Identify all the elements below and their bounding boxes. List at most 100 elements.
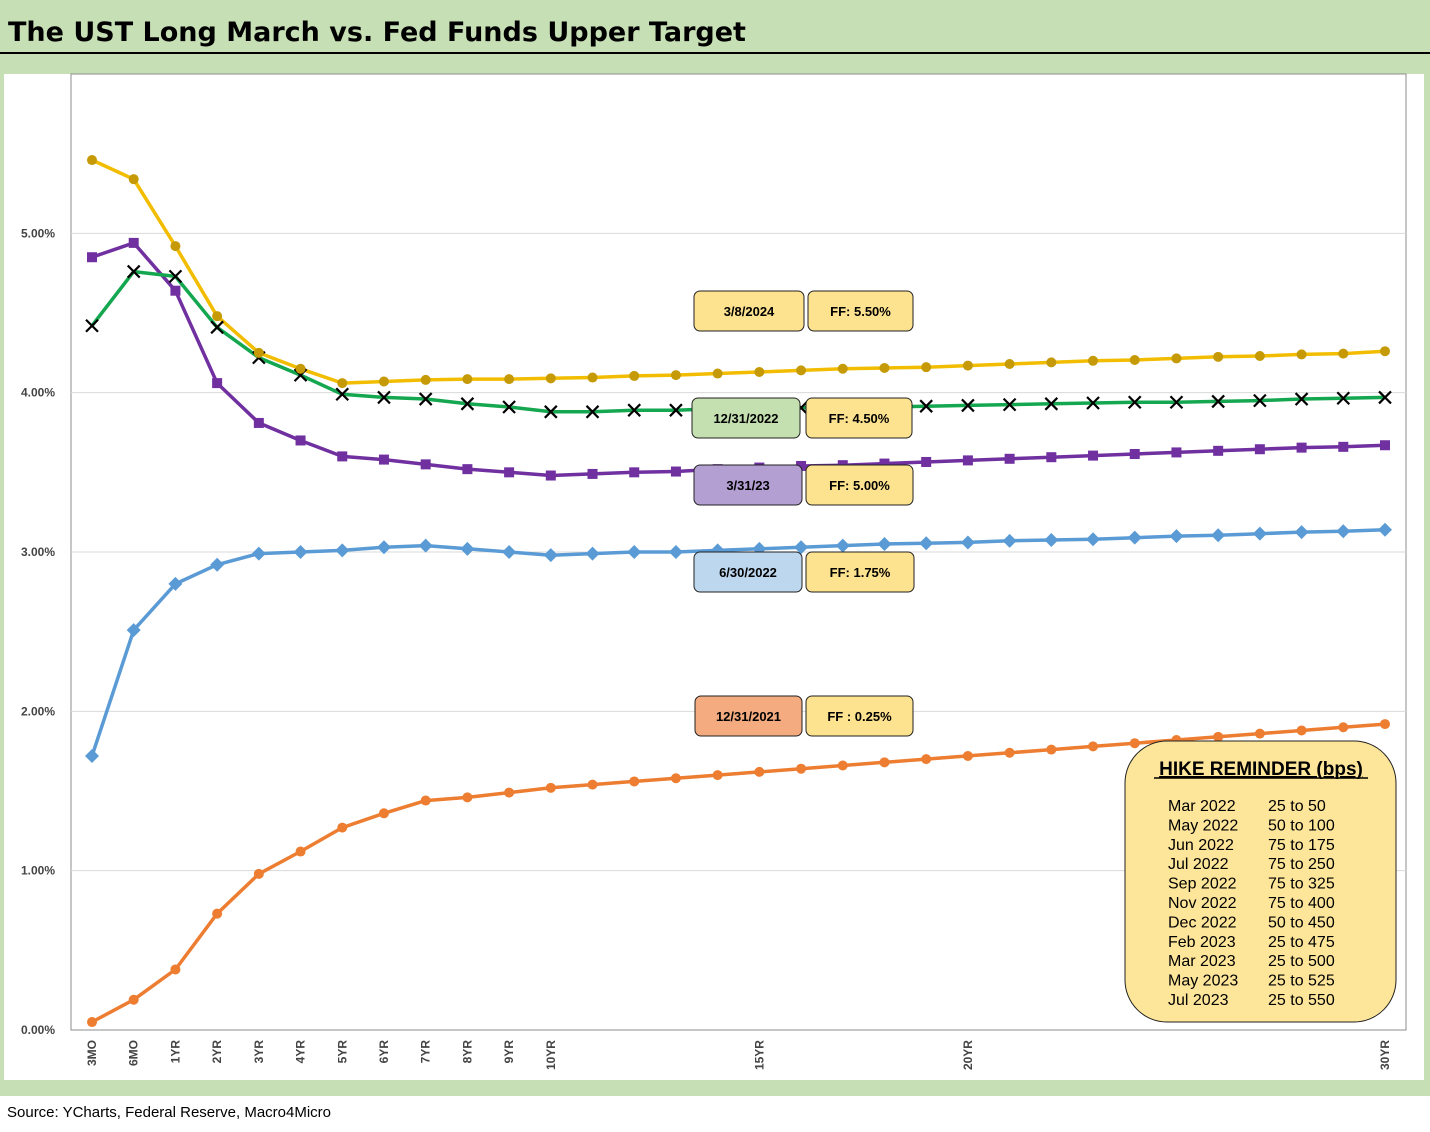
data-point — [879, 757, 890, 768]
data-point — [670, 466, 681, 477]
x-tick-label: 20YR — [961, 1040, 975, 1070]
data-point — [293, 545, 308, 559]
y-tick-label: 2.00% — [21, 704, 55, 718]
hike-row-value: 25 to 475 — [1268, 934, 1335, 951]
series-date-label: 12/31/2022 — [713, 411, 778, 426]
data-point — [1086, 532, 1101, 547]
hike-row-date: Dec 2022 — [1168, 914, 1237, 931]
data-point — [879, 458, 890, 469]
data-point — [1296, 349, 1307, 360]
x-tick-label: 9YR — [502, 1040, 516, 1064]
data-point — [212, 908, 223, 919]
data-point — [376, 540, 391, 555]
data-point — [1254, 351, 1265, 362]
series-date-label: 3/31/23 — [726, 478, 769, 493]
data-point — [1002, 397, 1017, 412]
fed-funds-box — [805, 551, 915, 593]
data-point — [85, 318, 99, 333]
data-point — [1336, 524, 1351, 539]
title-bar: The UST Long March vs. Fed Funds Upper T… — [0, 0, 1430, 54]
data-point — [504, 787, 515, 798]
hike-row-date: Mar 2022 — [1168, 798, 1236, 815]
data-point — [1171, 447, 1182, 458]
data-point — [378, 808, 389, 819]
data-point — [962, 360, 973, 371]
hike-row-date: Jul 2023 — [1168, 992, 1229, 1009]
data-point — [87, 252, 97, 263]
data-point — [1213, 731, 1224, 742]
data-point — [545, 782, 556, 793]
series-date-label: 12/31/2021 — [716, 709, 781, 724]
chart-title: The UST Long March vs. Fed Funds Upper T… — [8, 17, 746, 48]
data-point — [87, 1017, 97, 1028]
data-point — [796, 460, 807, 471]
data-point — [962, 750, 973, 761]
x-tick-label: 4YR — [294, 1040, 308, 1064]
data-point — [87, 155, 97, 166]
data-point — [668, 545, 683, 559]
source-note: Source: YCharts, Federal Reserve, Macro4… — [7, 1104, 332, 1121]
data-point — [420, 459, 431, 470]
data-point — [1129, 449, 1140, 460]
data-point — [919, 399, 933, 413]
data-point — [1004, 453, 1015, 464]
data-point — [126, 623, 141, 638]
data-point — [460, 397, 475, 411]
data-point — [462, 374, 473, 385]
hike-row-date: May 2022 — [1168, 817, 1238, 834]
x-tick-label: 1YR — [168, 1040, 182, 1064]
data-point — [1088, 355, 1099, 366]
data-point — [877, 537, 892, 552]
data-point — [627, 403, 642, 417]
data-point — [1129, 355, 1140, 366]
data-point — [921, 362, 932, 373]
data-point — [337, 822, 348, 833]
data-point — [1296, 725, 1307, 736]
hike-reminder-box — [1124, 740, 1397, 1023]
data-point — [1169, 529, 1184, 544]
data-point — [212, 311, 223, 322]
data-point — [337, 378, 348, 389]
data-point — [210, 320, 224, 335]
data-point — [1088, 741, 1099, 752]
hike-row-value: 25 to 500 — [1268, 953, 1335, 970]
data-point — [85, 748, 99, 763]
hike-row-value: 75 to 250 — [1268, 856, 1335, 873]
data-point — [1378, 390, 1392, 405]
data-point — [420, 374, 431, 385]
data-point — [587, 779, 598, 790]
data-point — [835, 538, 850, 553]
data-point — [504, 374, 515, 385]
fed-funds-label: FF: 5.00% — [829, 478, 890, 493]
hike-row-value: 25 to 50 — [1268, 798, 1326, 815]
data-point — [1046, 744, 1057, 755]
data-point — [1127, 530, 1142, 545]
data-point — [504, 467, 515, 478]
data-point — [168, 269, 183, 284]
data-point — [1211, 394, 1225, 409]
data-point — [587, 468, 598, 479]
data-point — [462, 792, 473, 803]
data-point — [1086, 396, 1100, 410]
hike-row-date: Mar 2023 — [1168, 953, 1236, 970]
data-point — [378, 454, 389, 465]
data-point — [1002, 533, 1017, 548]
data-point — [210, 557, 225, 572]
data-point — [629, 467, 640, 478]
y-tick-label: 5.00% — [21, 226, 55, 240]
data-point — [629, 370, 640, 381]
series-date-label: 6/30/2022 — [719, 565, 777, 580]
hike-row-value: 25 to 550 — [1268, 992, 1335, 1009]
data-point — [253, 868, 264, 879]
fed-funds-label: FF : 0.25% — [827, 709, 892, 724]
hike-row-value: 50 to 450 — [1268, 914, 1335, 931]
data-point — [1338, 348, 1349, 359]
data-point — [251, 546, 266, 561]
x-tick-label: 5YR — [335, 1040, 349, 1064]
data-point — [1044, 533, 1059, 548]
data-point — [295, 435, 306, 446]
data-point — [295, 363, 306, 374]
fed-funds-box — [805, 695, 914, 737]
data-point — [629, 776, 640, 787]
data-point — [1127, 395, 1142, 410]
